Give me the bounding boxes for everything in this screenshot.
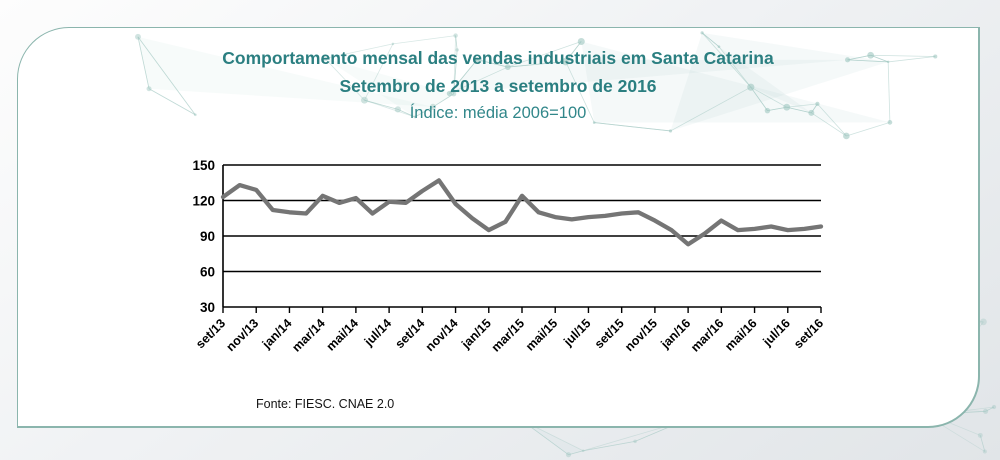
source-note: Fonte: FIESC. CNAE 2.0 bbox=[256, 397, 394, 411]
svg-text:set/16: set/16 bbox=[791, 316, 826, 351]
svg-text:60: 60 bbox=[200, 265, 215, 280]
svg-text:90: 90 bbox=[200, 229, 215, 244]
svg-text:120: 120 bbox=[192, 194, 215, 209]
svg-text:30: 30 bbox=[200, 300, 215, 315]
svg-text:mai/14: mai/14 bbox=[324, 316, 361, 353]
svg-text:set/14: set/14 bbox=[392, 316, 427, 351]
slide-card: Comportamento mensal das vendas industri… bbox=[17, 27, 980, 428]
svg-text:jan/16: jan/16 bbox=[658, 316, 694, 352]
svg-text:jul/14: jul/14 bbox=[361, 316, 394, 349]
line-chart: 306090120150set/13nov/13jan/14mar/14mai/… bbox=[186, 151, 846, 388]
svg-text:set/15: set/15 bbox=[592, 316, 627, 351]
svg-text:mar/16: mar/16 bbox=[688, 316, 726, 354]
svg-text:150: 150 bbox=[192, 158, 215, 173]
svg-text:jan/15: jan/15 bbox=[458, 316, 494, 352]
svg-text:mai/15: mai/15 bbox=[523, 316, 560, 353]
svg-text:jul/15: jul/15 bbox=[560, 316, 593, 349]
chart-subtitle-period: Setembro de 2013 a setembro de 2016 bbox=[18, 73, 978, 101]
chart-title: Comportamento mensal das vendas industri… bbox=[18, 45, 978, 73]
svg-text:jan/14: jan/14 bbox=[259, 316, 295, 352]
svg-text:set/13: set/13 bbox=[193, 316, 228, 351]
svg-text:mar/15: mar/15 bbox=[489, 316, 527, 354]
svg-text:mai/16: mai/16 bbox=[722, 316, 759, 353]
chart-subtitle-index: Índice: média 2006=100 bbox=[18, 100, 978, 128]
slide-background: { "slide": { "title_line1": "Comportamen… bbox=[0, 0, 1000, 460]
svg-text:nov/14: nov/14 bbox=[423, 316, 461, 354]
svg-text:nov/13: nov/13 bbox=[223, 316, 261, 354]
svg-text:mar/14: mar/14 bbox=[289, 316, 327, 354]
svg-text:jul/16: jul/16 bbox=[760, 316, 793, 349]
svg-text:nov/15: nov/15 bbox=[622, 316, 660, 354]
chart-title-block: Comportamento mensal das vendas industri… bbox=[18, 45, 978, 128]
